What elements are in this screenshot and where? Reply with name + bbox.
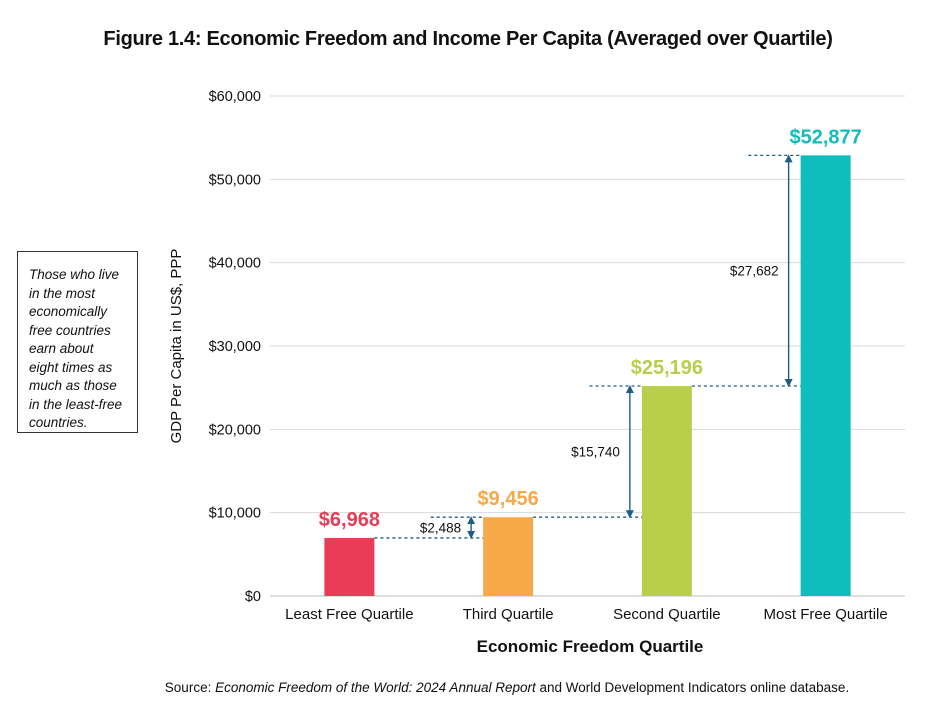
source-title: Economic Freedom of the World: 2024 Annu…	[215, 680, 536, 695]
bar-1	[324, 537, 375, 596]
gridlines	[270, 95, 905, 597]
y-tick-label: $10,000	[209, 506, 261, 522]
x-axis-label: Economic Freedom Quartile	[477, 637, 704, 656]
x-tick-label: Second Quartile	[613, 606, 721, 623]
callout-box: Those who live in the most economically …	[17, 251, 138, 433]
source-suffix: and World Development Indicators online …	[535, 680, 850, 695]
y-tick-label: $50,000	[209, 172, 261, 188]
source-note: Source: Economic Freedom of the World: 2…	[0, 680, 930, 695]
bar-value-label: $52,877	[789, 126, 861, 148]
difference-label: $27,682	[730, 264, 779, 279]
x-tick-label: Most Free Quartile	[764, 606, 888, 623]
difference-annotations: $2,488 $15,740 $27,682	[374, 154, 801, 539]
bar-value-label: $25,196	[631, 357, 703, 379]
y-axis-tick-labels: $0 $10,000 $20,000 $30,000 $40,000 $50,000 $60…	[209, 89, 261, 605]
y-axis-label: GDP Per Capita in US$, PPP	[168, 249, 185, 444]
source-prefix: Source:	[164, 680, 216, 695]
x-tick-label: Least Free Quartile	[285, 606, 413, 623]
bar-value-label: $9,456	[478, 488, 539, 510]
y-tick-label: $40,000	[209, 256, 261, 272]
y-tick-label: $30,000	[209, 339, 261, 355]
bar-2	[483, 517, 534, 596]
y-tick-label: $20,000	[209, 422, 261, 438]
difference-label: $2,488	[420, 521, 461, 536]
x-tick-label: Third Quartile	[463, 606, 554, 623]
y-tick-label: $0	[245, 589, 261, 605]
y-tick-label: $60,000	[209, 89, 261, 105]
x-axis-tick-labels: Least Free Quartile Third Quartile Second …	[285, 606, 888, 623]
difference-label: $15,740	[571, 445, 620, 460]
bar-3	[641, 386, 692, 596]
chart-title: Figure 1.4: Economic Freedom and Income …	[103, 28, 833, 50]
callout-text: Those who live in the most economically …	[29, 267, 123, 430]
bars: $6,968 $9,456 $25,196 $52,877	[319, 126, 862, 596]
bar-value-label: $6,968	[319, 509, 380, 531]
bar-chart: $0 $10,000 $20,000 $30,000 $40,000 $50,000 $60…	[168, 89, 905, 656]
bar-4	[800, 155, 851, 596]
